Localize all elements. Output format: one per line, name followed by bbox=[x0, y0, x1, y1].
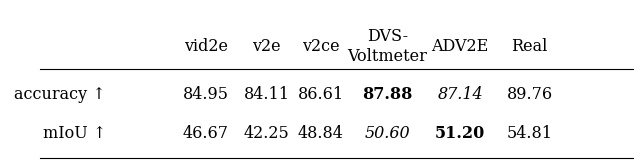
Text: v2e: v2e bbox=[252, 38, 281, 55]
Text: v2ce: v2ce bbox=[302, 38, 340, 55]
Text: mIoU ↑: mIoU ↑ bbox=[43, 125, 106, 142]
Text: ADV2E: ADV2E bbox=[431, 38, 489, 55]
Text: 54.81: 54.81 bbox=[507, 125, 553, 142]
Text: 50.60: 50.60 bbox=[365, 125, 410, 142]
Text: 86.61: 86.61 bbox=[298, 86, 344, 103]
Text: 89.76: 89.76 bbox=[507, 86, 553, 103]
Text: 87.14: 87.14 bbox=[437, 86, 483, 103]
Text: 48.84: 48.84 bbox=[298, 125, 344, 142]
Text: Real: Real bbox=[511, 38, 548, 55]
Text: 42.25: 42.25 bbox=[244, 125, 289, 142]
Text: 87.88: 87.88 bbox=[362, 86, 413, 103]
Text: 84.95: 84.95 bbox=[183, 86, 229, 103]
Text: vid2e: vid2e bbox=[184, 38, 228, 55]
Text: 46.67: 46.67 bbox=[183, 125, 229, 142]
Text: 51.20: 51.20 bbox=[435, 125, 485, 142]
Text: DVS-
Voltmeter: DVS- Voltmeter bbox=[348, 28, 428, 65]
Text: accuracy ↑: accuracy ↑ bbox=[15, 86, 106, 103]
Text: 84.11: 84.11 bbox=[243, 86, 289, 103]
